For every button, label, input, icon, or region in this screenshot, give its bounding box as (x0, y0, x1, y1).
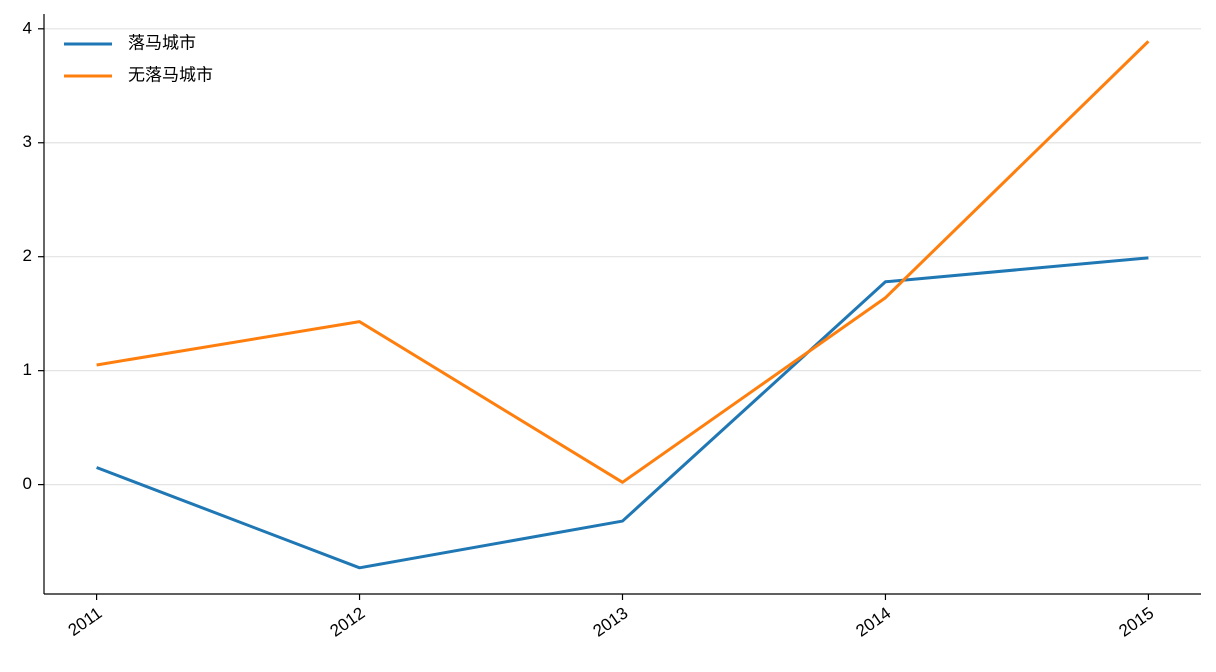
x-tick-label: 2011 (65, 603, 106, 640)
legend-label: 落马城市 (128, 33, 196, 52)
x-tick-label: 2015 (1115, 603, 1157, 640)
y-tick-label: 0 (23, 474, 32, 493)
x-tick-label: 2014 (852, 603, 894, 640)
y-tick-label: 1 (23, 360, 32, 379)
x-tick-label: 2013 (589, 603, 631, 640)
y-tick-label: 3 (23, 132, 32, 151)
x-tick-label: 2012 (327, 603, 369, 640)
series-line (96, 256, 1149, 570)
legend-label: 无落马城市 (128, 65, 213, 84)
y-tick-label: 2 (23, 246, 32, 265)
y-tick-label: 4 (23, 18, 32, 37)
series-line (96, 40, 1150, 484)
